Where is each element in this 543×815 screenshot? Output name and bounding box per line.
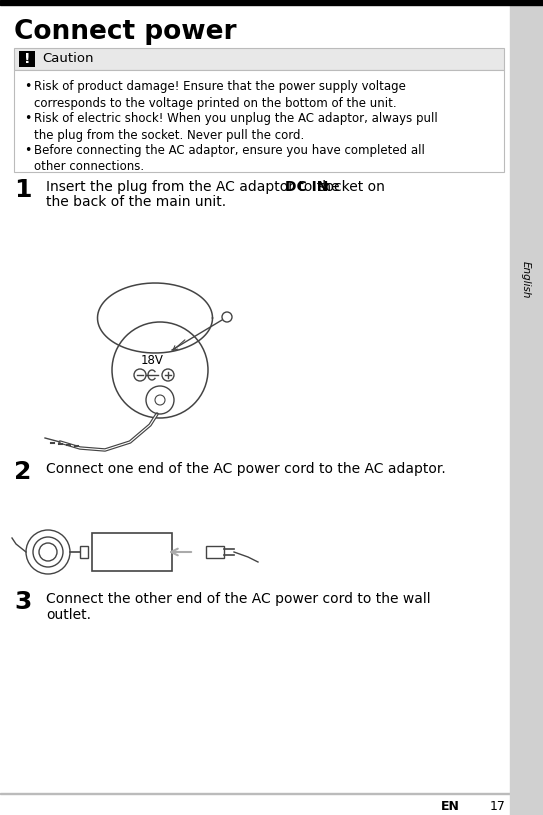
Text: English: English	[521, 262, 531, 299]
Bar	[14, 70, 504, 172]
Bar	[19, 51, 35, 67]
Text: •: •	[24, 80, 31, 93]
Bar	[206, 546, 224, 558]
Bar	[510, 0, 543, 815]
Text: •: •	[24, 112, 31, 125]
Text: •: •	[24, 144, 31, 157]
Text: Connect the other end of the AC power cord to the wall
outlet.: Connect the other end of the AC power co…	[46, 592, 431, 622]
Text: Caution: Caution	[42, 52, 93, 65]
Text: 17: 17	[490, 800, 506, 813]
Text: the back of the main unit.: the back of the main unit.	[46, 195, 226, 209]
Bar	[14, 48, 504, 70]
Text: Risk of product damage! Ensure that the power supply voltage
corresponds to the : Risk of product damage! Ensure that the …	[34, 80, 406, 109]
Text: Risk of electric shock! When you unplug the AC adaptor, always pull
the plug fro: Risk of electric shock! When you unplug …	[34, 112, 438, 142]
Bar	[0, 0, 543, 5]
Text: 18V: 18V	[141, 354, 163, 367]
Text: Connect power: Connect power	[14, 19, 237, 45]
Bar	[92, 533, 172, 571]
Text: 2: 2	[14, 460, 31, 484]
Text: 1: 1	[14, 178, 31, 202]
Text: Insert the plug from the AC adaptor to the: Insert the plug from the AC adaptor to t…	[46, 180, 344, 194]
Text: DC IN: DC IN	[285, 180, 328, 194]
Text: Connect one end of the AC power cord to the AC adaptor.: Connect one end of the AC power cord to …	[46, 462, 446, 476]
Text: !: !	[24, 52, 30, 66]
Bar	[0, 793, 510, 794]
Text: Before connecting the AC adaptor, ensure you have completed all
other connection: Before connecting the AC adaptor, ensure…	[34, 144, 425, 174]
Text: socket on: socket on	[314, 180, 384, 194]
Bar	[80, 546, 88, 558]
Text: EN: EN	[441, 800, 460, 813]
Text: 3: 3	[14, 590, 31, 614]
